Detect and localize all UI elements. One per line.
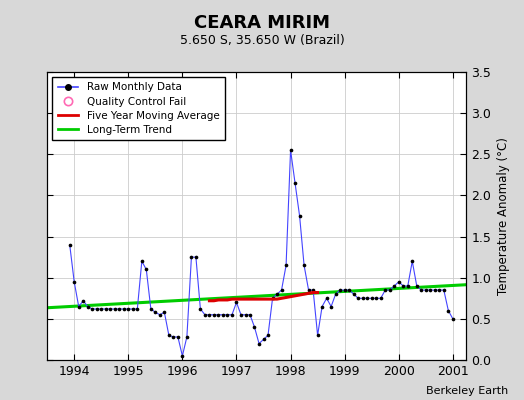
Point bbox=[66, 242, 74, 248]
Point bbox=[70, 279, 79, 285]
Point bbox=[435, 287, 443, 293]
Point bbox=[350, 291, 358, 297]
Point bbox=[111, 306, 119, 312]
Point bbox=[214, 312, 223, 318]
Point bbox=[291, 180, 299, 186]
Point bbox=[219, 312, 227, 318]
Point bbox=[341, 287, 349, 293]
Point bbox=[142, 266, 150, 273]
Point bbox=[358, 295, 367, 302]
Point bbox=[246, 312, 254, 318]
Point bbox=[449, 316, 457, 322]
Point bbox=[156, 312, 164, 318]
Point bbox=[102, 306, 110, 312]
Point bbox=[232, 299, 241, 306]
Text: 5.650 S, 35.650 W (Brazil): 5.650 S, 35.650 W (Brazil) bbox=[180, 34, 344, 47]
Point bbox=[133, 306, 141, 312]
Point bbox=[336, 287, 344, 293]
Point bbox=[165, 332, 173, 338]
Point bbox=[408, 258, 417, 264]
Point bbox=[440, 287, 448, 293]
Point bbox=[282, 262, 290, 268]
Point bbox=[287, 147, 295, 153]
Text: CEARA MIRIM: CEARA MIRIM bbox=[194, 14, 330, 32]
Point bbox=[83, 303, 92, 310]
Point bbox=[277, 287, 286, 293]
Point bbox=[151, 309, 159, 316]
Point bbox=[313, 332, 322, 338]
Point bbox=[304, 287, 313, 293]
Point bbox=[128, 306, 137, 312]
Point bbox=[268, 295, 277, 302]
Point bbox=[399, 283, 408, 289]
Point bbox=[210, 312, 218, 318]
Point bbox=[237, 312, 245, 318]
Point bbox=[187, 254, 195, 260]
Point bbox=[417, 287, 425, 293]
Point bbox=[183, 334, 191, 340]
Point bbox=[327, 303, 335, 310]
Point bbox=[205, 312, 214, 318]
Point bbox=[173, 334, 182, 340]
Point bbox=[106, 306, 114, 312]
Point bbox=[124, 306, 133, 312]
Point bbox=[403, 283, 412, 289]
Point bbox=[201, 312, 209, 318]
Point bbox=[79, 298, 88, 304]
Point bbox=[115, 306, 124, 312]
Point bbox=[372, 295, 380, 302]
Point bbox=[300, 262, 308, 268]
Point bbox=[147, 306, 155, 312]
Point bbox=[322, 295, 331, 302]
Point bbox=[255, 340, 263, 347]
Point bbox=[88, 306, 96, 312]
Point bbox=[381, 287, 389, 293]
Point bbox=[444, 308, 453, 314]
Point bbox=[426, 287, 434, 293]
Point bbox=[192, 254, 200, 260]
Point bbox=[97, 306, 105, 312]
Point bbox=[354, 295, 363, 302]
Point bbox=[259, 336, 268, 343]
Point bbox=[318, 303, 326, 310]
Point bbox=[296, 213, 304, 219]
Point bbox=[74, 303, 83, 310]
Point bbox=[250, 324, 259, 330]
Point bbox=[386, 287, 394, 293]
Point bbox=[377, 295, 385, 302]
Point bbox=[395, 279, 403, 285]
Point bbox=[93, 306, 101, 312]
Point bbox=[332, 291, 340, 297]
Point bbox=[422, 287, 430, 293]
Y-axis label: Temperature Anomaly (°C): Temperature Anomaly (°C) bbox=[497, 137, 510, 295]
Point bbox=[412, 283, 421, 289]
Point bbox=[390, 283, 398, 289]
Point bbox=[345, 287, 353, 293]
Point bbox=[178, 353, 187, 359]
Point bbox=[367, 295, 376, 302]
Point bbox=[242, 312, 250, 318]
Point bbox=[431, 287, 439, 293]
Point bbox=[196, 306, 204, 312]
Text: Berkeley Earth: Berkeley Earth bbox=[426, 386, 508, 396]
Point bbox=[363, 295, 372, 302]
Point bbox=[138, 258, 146, 264]
Point bbox=[169, 334, 178, 340]
Point bbox=[264, 332, 272, 338]
Point bbox=[223, 312, 232, 318]
Point bbox=[309, 287, 318, 293]
Point bbox=[273, 291, 281, 297]
Point bbox=[119, 306, 128, 312]
Legend: Raw Monthly Data, Quality Control Fail, Five Year Moving Average, Long-Term Tren: Raw Monthly Data, Quality Control Fail, … bbox=[52, 77, 225, 140]
Point bbox=[160, 309, 169, 316]
Point bbox=[228, 312, 236, 318]
